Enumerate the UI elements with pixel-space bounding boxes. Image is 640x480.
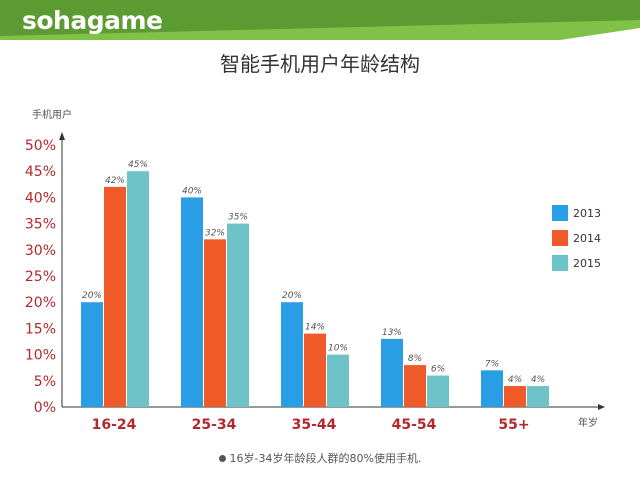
x-tick-label: 45-54 [392, 417, 437, 433]
bar [381, 338, 403, 407]
data-label: 20% [82, 291, 102, 301]
bar [127, 171, 149, 407]
legend-label: 2013 [573, 207, 601, 220]
bar [504, 386, 526, 407]
logo: sohagame [22, 6, 163, 35]
legend-swatch [552, 255, 568, 271]
legend-label: 2014 [573, 232, 601, 245]
bullet-icon [218, 454, 226, 462]
footnote-text: 16岁-34岁年龄段人群的80%使用手机. [229, 452, 422, 465]
y-tick-label: 15% [25, 321, 56, 337]
y-tick-label: 45% [25, 164, 56, 180]
x-tick-label: 16-24 [92, 417, 137, 433]
bar [427, 375, 449, 407]
data-label: 7% [485, 359, 499, 369]
bar [104, 186, 126, 407]
data-label: 40% [182, 186, 202, 196]
y-tick-label: 0% [34, 400, 56, 416]
bar [304, 333, 326, 407]
data-label: 13% [382, 328, 402, 338]
y-tick-label: 40% [25, 190, 56, 206]
bar [204, 239, 226, 407]
bar [327, 354, 349, 407]
y-tick-label: 50% [25, 138, 56, 154]
y-tick-label: 10% [25, 348, 56, 364]
data-label: 20% [282, 291, 302, 301]
x-tick-label: 55+ [498, 417, 529, 433]
bar [227, 223, 249, 407]
data-label: 14% [305, 323, 325, 333]
y-tick-label: 20% [25, 295, 56, 311]
x-axis-arrow [598, 404, 605, 410]
legend-swatch [552, 205, 568, 221]
bar [481, 370, 503, 407]
data-label: 8% [408, 354, 422, 364]
y-tick-label: 35% [25, 217, 56, 233]
y-axis-arrow [59, 132, 65, 140]
x-axis-label: 年岁 [578, 416, 598, 429]
data-label: 35% [228, 213, 248, 223]
data-label: 6% [431, 365, 445, 375]
data-label: 45% [128, 160, 148, 170]
bar [527, 386, 549, 407]
data-label: 4% [508, 375, 522, 385]
bar [181, 197, 203, 407]
legend-label: 2015 [573, 257, 601, 270]
chart-title: 智能手机用户年龄结构 [220, 52, 420, 76]
data-label: 42% [105, 176, 125, 186]
footnote: 16岁-34岁年龄段人群的80%使用手机. [0, 450, 640, 466]
y-axis-label: 手机用户 [32, 108, 72, 121]
legend-swatch [552, 230, 568, 246]
header-band [0, 0, 640, 40]
data-label: 32% [205, 228, 225, 238]
y-tick-label: 5% [34, 374, 56, 390]
x-tick-label: 35-44 [292, 417, 337, 433]
y-tick-label: 25% [25, 269, 56, 285]
bar [404, 365, 426, 407]
data-label: 10% [328, 344, 348, 354]
bar [281, 302, 303, 407]
data-label: 4% [531, 375, 545, 385]
y-tick-label: 30% [25, 243, 56, 259]
bar [81, 302, 103, 407]
x-tick-label: 25-34 [192, 417, 237, 433]
